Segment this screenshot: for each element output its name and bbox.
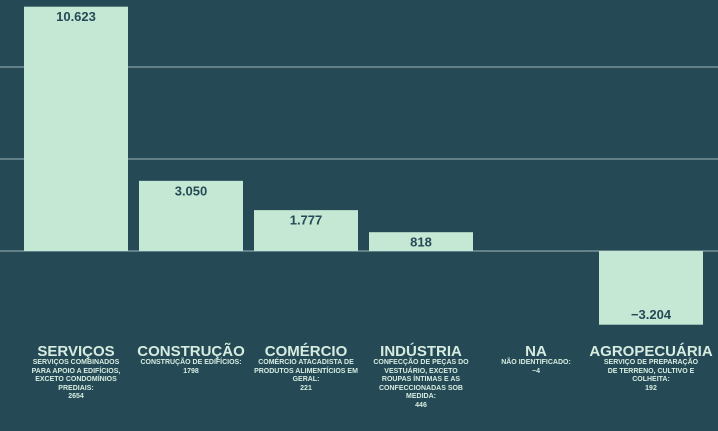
value-label: 3.050 (175, 183, 208, 198)
bar (369, 232, 473, 251)
category: COMÉRCIO COMÉRCIO ATACADISTA DE PRODUTOS … (249, 343, 363, 393)
category-label: INDÚSTRIA (380, 343, 462, 360)
category-detail: NÃO IDENTIFICADO: −4 (484, 359, 588, 376)
category: INDÚSTRIA CONFECÇÃO DE PEÇAS DO VESTUÁRIO… (364, 343, 478, 410)
detail-value: 192 (645, 384, 657, 392)
detail-value: 1798 (183, 367, 199, 375)
detail-text: CONFECÇÃO DE PEÇAS DO VESTUÁRIO, EXCETO … (373, 359, 469, 400)
value-label: −3.204 (631, 307, 672, 322)
category-detail: CONFECÇÃO DE PEÇAS DO VESTUÁRIO, EXCETO … (369, 359, 473, 410)
category-label: SERVIÇOS (37, 343, 115, 360)
value-label: −4 (529, 253, 545, 268)
category-detail: COMÉRCIO ATACADISTA DE PRODUTOS ALIMENTÍ… (254, 359, 358, 393)
value-label: 10.623 (56, 9, 96, 24)
detail-value: 2654 (68, 393, 84, 400)
bar (139, 180, 243, 251)
category-label: NA (525, 343, 547, 360)
category-detail: CONSTRUÇÃO DE EDIFÍCIOS: 1798 (139, 359, 243, 376)
category-label: CONSTRUÇÃO (137, 343, 245, 360)
category: AGROPECUÁRIA SERVIÇO DE PREPARAÇÃO DE TER… (589, 343, 713, 393)
category-label: AGROPECUÁRIA (589, 343, 713, 360)
category: NA NÃO IDENTIFICADO: −4 (479, 343, 593, 376)
detail-value: −4 (532, 367, 540, 375)
detail-text: SERVIÇOS COMBINADOS PARA APOIO A EDIFÍCI… (31, 359, 121, 392)
category-detail: SERVIÇO DE PREPARAÇÃO DE TERRENO, CULTIV… (599, 359, 703, 393)
value-label: 1.777 (290, 213, 323, 228)
bar (599, 251, 703, 325)
detail-text: SERVIÇO DE PREPARAÇÃO DE TERRENO, CULTIV… (603, 359, 699, 383)
bar (254, 210, 358, 251)
category: SERVIÇOS SERVIÇOS COMBINADOS PARA APOIO A… (19, 343, 133, 402)
detail-text: NÃO IDENTIFICADO: (501, 359, 571, 366)
category-detail: SERVIÇOS COMBINADOS PARA APOIO A EDIFÍCI… (24, 359, 128, 402)
detail-value: 446 (415, 401, 427, 409)
value-label: 818 (410, 235, 432, 250)
detail-value: 221 (300, 384, 312, 392)
detail-text: CONSTRUÇÃO DE EDIFÍCIOS: (140, 359, 242, 366)
category: CONSTRUÇÃO CONSTRUÇÃO DE EDIFÍCIOS: 1798 (134, 343, 248, 376)
category-label: COMÉRCIO (264, 343, 348, 360)
detail-text: COMÉRCIO ATACADISTA DE PRODUTOS ALIMENTÍ… (254, 359, 358, 383)
bar (24, 6, 128, 251)
